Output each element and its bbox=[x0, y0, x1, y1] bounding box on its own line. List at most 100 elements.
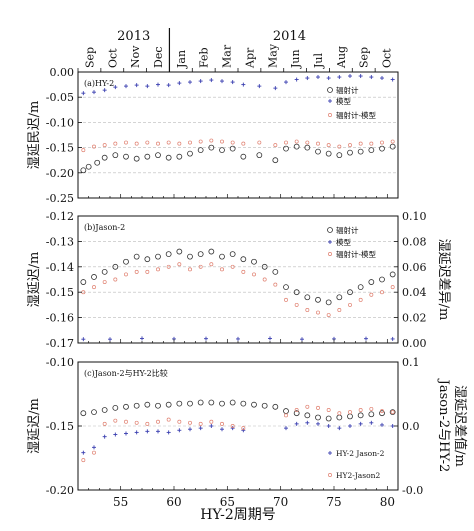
point-c-0-14 bbox=[229, 399, 236, 406]
month-label-5: Feb bbox=[198, 47, 211, 68]
point-b-0-13 bbox=[219, 253, 225, 260]
month-label-9: Jun bbox=[289, 49, 302, 69]
ylabel-right-c-0: Jason-2与HY-2 bbox=[436, 378, 451, 473]
point-c-1-8 bbox=[166, 430, 171, 435]
series-a-1 bbox=[81, 74, 395, 96]
point-c-0-17 bbox=[261, 402, 268, 409]
ytick-right-label-b-1: 0.08 bbox=[402, 235, 427, 248]
point-a-1-24 bbox=[348, 74, 352, 79]
point-c-1-5 bbox=[134, 430, 139, 435]
point-c-0-29 bbox=[389, 409, 396, 416]
month-label-1: Oct bbox=[106, 48, 119, 68]
point-c-1-25 bbox=[380, 422, 384, 427]
ytick-right-label-c-0: 0.1 bbox=[402, 356, 420, 369]
point-c-0-19 bbox=[283, 408, 289, 414]
point-c-1-12 bbox=[209, 424, 214, 428]
point-a-1-26 bbox=[369, 75, 374, 80]
point-b-0-19 bbox=[283, 284, 289, 291]
point-a-1-8 bbox=[166, 83, 171, 88]
point-c-1-24 bbox=[369, 420, 374, 425]
point-c-0-27 bbox=[368, 411, 375, 418]
point-c-2-14 bbox=[230, 424, 235, 428]
year-label-2013: 2013 bbox=[117, 29, 150, 44]
point-b-2-4 bbox=[124, 272, 128, 277]
point-c-2-23 bbox=[358, 408, 363, 412]
point-b-0-6 bbox=[144, 256, 151, 263]
point-c-0-3 bbox=[112, 404, 119, 411]
point-a-2-24 bbox=[348, 143, 352, 148]
point-c-1-19 bbox=[316, 421, 320, 426]
point-c-0-11 bbox=[197, 399, 204, 406]
point-a-1-10 bbox=[188, 80, 192, 85]
point-a-2-21 bbox=[316, 141, 320, 146]
point-b-2-6 bbox=[145, 269, 150, 274]
point-a-1-14 bbox=[230, 80, 235, 85]
point-a-1-22 bbox=[326, 76, 331, 81]
point-c-1-15 bbox=[241, 428, 246, 433]
point-b-0-16 bbox=[251, 258, 257, 265]
point-b-1-5 bbox=[236, 336, 240, 341]
point-a-0-1 bbox=[85, 163, 92, 170]
point-a-0-23 bbox=[325, 150, 332, 157]
point-b-0-0 bbox=[80, 279, 87, 285]
ylabel-right-b-0: 湿延迟差异/m bbox=[436, 239, 451, 321]
point-a-0-19 bbox=[283, 145, 289, 152]
month-label-8: May bbox=[266, 43, 279, 68]
ytick-label-a-2: -0.10 bbox=[46, 116, 74, 129]
month-label-10: Jul bbox=[312, 53, 325, 69]
point-c-2-5 bbox=[134, 420, 139, 425]
point-a-0-24 bbox=[336, 152, 343, 159]
point-a-2-11 bbox=[198, 139, 203, 144]
point-c-1-9 bbox=[177, 428, 182, 433]
point-b-2-27 bbox=[369, 292, 374, 297]
legend-marker-c-1 bbox=[328, 451, 332, 455]
point-b-2-11 bbox=[198, 264, 203, 269]
ytick-right-label-b-3: 0.04 bbox=[402, 286, 427, 299]
point-b-0-24 bbox=[336, 294, 343, 301]
point-a-2-14 bbox=[230, 140, 235, 145]
point-b-0-5 bbox=[133, 253, 140, 260]
point-b-2-2 bbox=[102, 280, 107, 284]
point-a-2-15 bbox=[241, 141, 246, 146]
point-a-0-15 bbox=[229, 145, 236, 152]
point-a-0-2 bbox=[94, 159, 101, 166]
point-c-1-17 bbox=[294, 421, 299, 426]
point-b-2-8 bbox=[166, 264, 171, 269]
point-b-1-0 bbox=[81, 337, 86, 342]
point-c-2-11 bbox=[198, 421, 203, 426]
ytick-right-label-c-1: 0.0 bbox=[402, 420, 420, 433]
point-a-2-1 bbox=[92, 144, 96, 149]
point-a-0-20 bbox=[293, 143, 300, 150]
point-b-2-7 bbox=[156, 267, 160, 272]
point-a-2-18 bbox=[284, 140, 288, 145]
point-c-1-6 bbox=[145, 429, 150, 434]
point-b-2-13 bbox=[220, 267, 224, 272]
point-a-1-17 bbox=[273, 86, 278, 91]
point-b-2-26 bbox=[358, 297, 363, 302]
point-c-1-3 bbox=[113, 432, 118, 437]
point-a-1-18 bbox=[284, 80, 288, 85]
ytick-right-label-b-2: 0.06 bbox=[402, 261, 427, 274]
legend-marker-b-2 bbox=[328, 252, 332, 256]
point-c-0-24 bbox=[336, 414, 343, 421]
year-label-2014: 2014 bbox=[273, 29, 306, 44]
point-c-2-13 bbox=[220, 421, 224, 426]
point-c-1-1 bbox=[92, 445, 96, 450]
point-c-2-12 bbox=[209, 419, 214, 424]
point-b-0-14 bbox=[229, 251, 236, 258]
point-b-0-9 bbox=[176, 248, 183, 255]
ytick-label-b-4: -0.16 bbox=[46, 312, 74, 325]
point-b-2-25 bbox=[348, 302, 352, 307]
point-a-2-2 bbox=[102, 143, 107, 148]
legend-label-a-0: 辐射计 bbox=[336, 85, 359, 95]
point-a-0-25 bbox=[347, 149, 353, 156]
point-a-0-22 bbox=[315, 148, 321, 155]
point-c-2-1 bbox=[92, 450, 96, 455]
panel-label-a: (a)HY-2 bbox=[84, 79, 114, 88]
panel-frame-b bbox=[77, 215, 399, 344]
point-b-2-5 bbox=[134, 269, 139, 274]
month-label-6: Mar bbox=[221, 44, 234, 68]
point-b-2-22 bbox=[316, 310, 320, 315]
point-c-2-15 bbox=[241, 426, 246, 431]
point-a-0-9 bbox=[165, 154, 172, 161]
